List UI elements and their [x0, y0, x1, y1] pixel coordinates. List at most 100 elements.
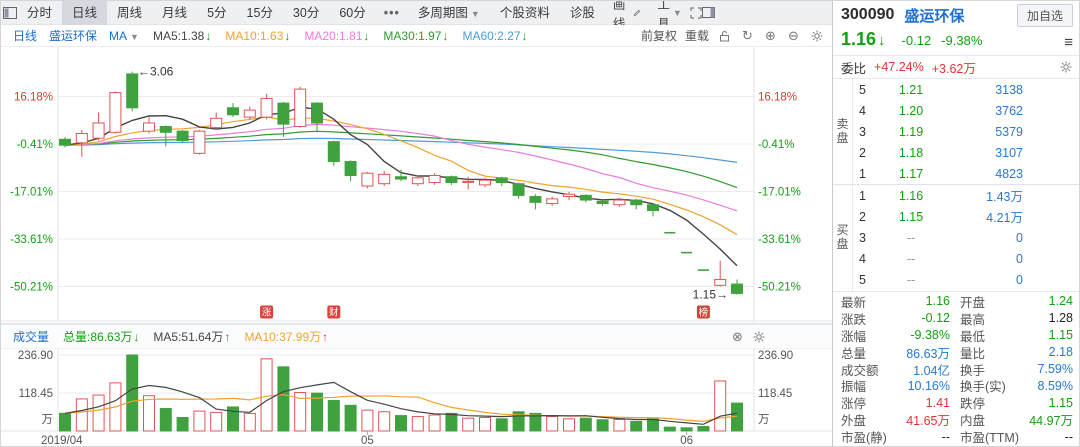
buy-row[interactable]: 4 -- 0	[853, 249, 1079, 270]
multi-period-menu[interactable]: 多周期图 ▼	[408, 1, 490, 25]
price-change-pct: -9.38%	[941, 33, 983, 48]
tab-stock-info[interactable]: 个股资料	[499, 5, 550, 20]
legend-item: MA10:1.63↓	[225, 28, 291, 43]
buy-row[interactable]: 3 -- 0	[853, 227, 1079, 248]
layout-icon[interactable]	[3, 1, 17, 25]
close-icon[interactable]: ⊗	[732, 328, 743, 344]
sell-row[interactable]: 2 1.18 3107	[853, 143, 1079, 164]
legend-item: MA5:51.64万↑	[153, 330, 231, 344]
unlock-icon[interactable]	[717, 28, 732, 43]
tab-period[interactable]: 15分	[246, 5, 273, 20]
event-badge[interactable]	[260, 305, 274, 319]
stat-value: 1.16	[925, 294, 950, 309]
level-price: 1.19	[898, 124, 924, 139]
candlestick-chart[interactable]: 16.18% 16.18% -0.41% -0.41% -17.01% -17.01% -3…	[1, 47, 832, 323]
chart-controls: 前复权 重载 ↻ ⊕ ⊖	[641, 27, 824, 44]
level: 4	[859, 252, 866, 267]
stock-name[interactable]: 盛运环保	[904, 7, 965, 25]
period-label[interactable]: 日线	[13, 29, 38, 43]
adjust-mode-button[interactable]: 前复权	[640, 29, 677, 43]
level: 2	[859, 209, 866, 224]
level-volume: 4.21万	[986, 211, 1023, 226]
pencil-icon	[634, 9, 641, 16]
up-arrow-icon: ↑	[322, 330, 329, 344]
stat-label: 涨停	[841, 397, 867, 412]
volume-chart[interactable]: 236.90 236.90 118.45 118.45 万 万 2019/04 05 06	[1, 349, 832, 447]
sell-row[interactable]: 1 1.17 4823	[853, 164, 1079, 185]
tab-diagnose[interactable]: 诊股	[569, 5, 595, 20]
level-volume: 1.43万	[986, 190, 1023, 205]
stat-row: 总量 86.63万 量比 2.18	[833, 344, 1079, 361]
tab-period[interactable]: 5分	[207, 5, 227, 20]
weibi-value: +47.24%	[874, 60, 924, 74]
down-arrow-icon: ↓	[363, 28, 370, 43]
level-price: --	[906, 252, 916, 267]
reload-button[interactable]: 重载	[684, 29, 709, 43]
stat-label: 量比	[960, 346, 986, 361]
sell-rows: 5 1.21 3138 4 1.20 3762 3 1.19 5379 2 1.18 3107 1 1.1…	[853, 79, 1079, 185]
quote-price-row: 1.16 ↓ -0.12 -9.38% ≡	[833, 29, 1079, 55]
refresh-icon[interactable]: ↻	[742, 27, 753, 43]
stat-label: 最低	[960, 329, 986, 344]
stat-label: 外盘	[841, 414, 867, 429]
tab-period[interactable]: 日线	[62, 1, 108, 25]
stat-label: 振幅	[841, 380, 867, 395]
svg-text:236.90: 236.90	[18, 350, 53, 362]
level-volume: 5379	[995, 124, 1023, 139]
zoom-out-icon[interactable]: ⊖	[788, 27, 799, 43]
gear-icon[interactable]	[751, 329, 766, 344]
stat-row: 涨幅 -9.38% 最低 1.15	[833, 327, 1079, 344]
weibi-row: 委比 +47.24% +3.62万	[833, 55, 1079, 79]
ma-selector[interactable]: MA ▼	[109, 29, 139, 43]
level: 1	[859, 167, 866, 182]
event-badge[interactable]	[696, 305, 710, 319]
svg-text:财: 财	[329, 307, 339, 319]
sell-row[interactable]: 3 1.19 5379	[853, 121, 1079, 142]
side-panel-icon[interactable]	[701, 5, 715, 20]
volume-title[interactable]: 成交量	[13, 330, 50, 344]
stat-label: 内盘	[960, 414, 986, 429]
gear-icon[interactable]	[809, 28, 824, 43]
stat-value: 2.18	[1048, 345, 1073, 360]
level-price: --	[906, 273, 916, 288]
level: 5	[859, 273, 866, 288]
legend-item: MA60:2.27↓	[462, 28, 528, 43]
list-menu-icon[interactable]: ≡	[1064, 33, 1073, 51]
fullscreen-icon[interactable]	[690, 5, 702, 20]
tab-period[interactable]: 60分	[339, 5, 366, 20]
stat-label: 涨幅	[841, 329, 867, 344]
level: 3	[859, 124, 866, 139]
add-watchlist-button[interactable]: 加自选	[1016, 3, 1073, 27]
up-arrow-icon: ↑	[224, 330, 231, 344]
tab-period[interactable]: 30分	[292, 5, 320, 20]
event-badge[interactable]	[327, 305, 341, 319]
legend-item: MA30:1.97↓	[383, 28, 449, 43]
chevron-down-icon: ▼	[130, 31, 139, 42]
level-volume: 0	[1016, 252, 1023, 267]
stat-label: 开盘	[960, 295, 986, 310]
level: 2	[859, 146, 866, 161]
buy-row[interactable]: 2 1.15 4.21万	[853, 206, 1079, 227]
sell-row[interactable]: 4 1.20 3762	[853, 100, 1079, 121]
more-periods-button[interactable]: •••	[383, 5, 400, 20]
gear-icon[interactable]	[1058, 60, 1073, 75]
level-price: 1.21	[898, 82, 924, 97]
level: 3	[859, 230, 866, 245]
sell-row[interactable]: 5 1.21 3138	[853, 79, 1079, 100]
volume-legend: 总量:86.63万↓ MA5:51.64万↑ MA10:37.99万↑	[63, 328, 328, 345]
tab-period[interactable]: 周线	[117, 5, 143, 20]
zoom-in-icon[interactable]: ⊕	[765, 27, 776, 43]
down-arrow-icon: ↓	[521, 28, 528, 43]
buy-rows: 1 1.16 1.43万 2 1.15 4.21万 3 -- 0 4 -- 0 5 -- 0	[853, 185, 1079, 291]
level-volume: 3107	[995, 146, 1023, 161]
tab-period[interactable]: 月线	[162, 5, 188, 20]
quote-header: 300090 盛运环保 加自选	[833, 1, 1079, 29]
buy-row[interactable]: 1 1.16 1.43万	[853, 185, 1079, 206]
stat-label: 成交额	[841, 363, 879, 378]
buy-row[interactable]: 5 -- 0	[853, 270, 1079, 291]
tab-period[interactable]: 分时	[27, 5, 53, 20]
legend-item: MA10:37.99万↑	[244, 330, 329, 344]
stock-name-link[interactable]: 盛运环保	[49, 29, 98, 43]
weibi-label: 委比	[841, 61, 867, 76]
stat-value: 8.59%	[1037, 378, 1073, 393]
